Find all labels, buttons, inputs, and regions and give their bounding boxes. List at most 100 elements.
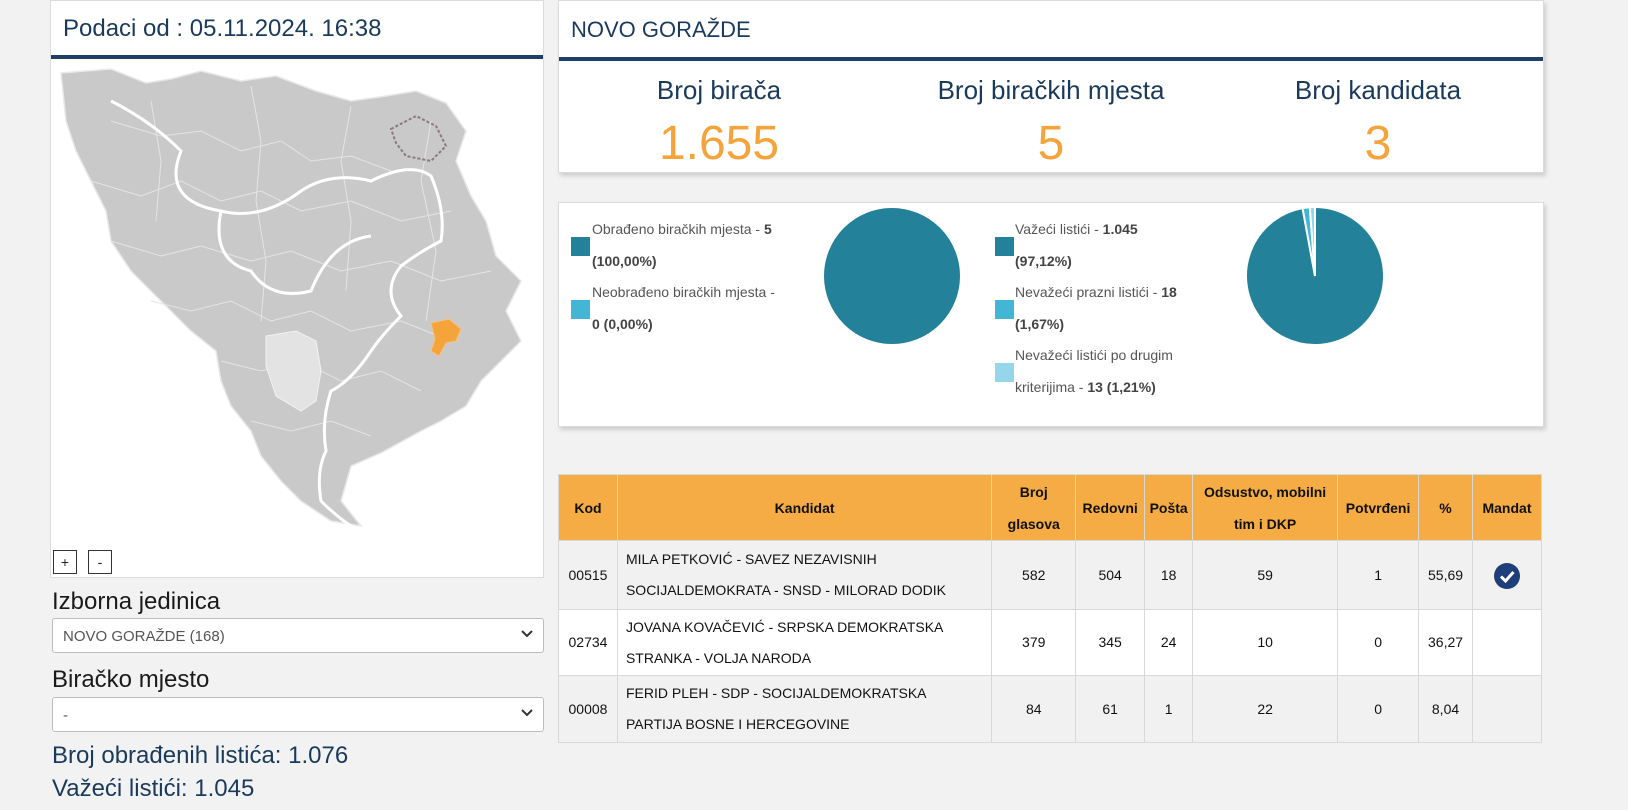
table-row[interactable]: 02734 JOVANA KOVAČEVIĆ - SRPSKA DEMOKRAT… <box>558 609 1543 676</box>
pie-chart-left <box>822 206 962 346</box>
cell-percent: 55,69 <box>1418 540 1473 610</box>
cell-percent: 8,04 <box>1418 675 1473 743</box>
legend-nevazeci-drugi: Nevažeći listići po drugim kriterijima -… <box>1015 339 1215 403</box>
cell-kandidat: MILA PETKOVIĆ - SAVEZ NEZAVISNIH SOCIJALD… <box>616 540 993 610</box>
legend-percent: (1,67%) <box>1015 316 1065 332</box>
col-redovni[interactable]: Redovni <box>1075 474 1146 541</box>
legend-text: Obrađeno biračkih mjesta - <box>592 221 764 237</box>
data-timestamp: Podaci od : 05.11.2024. 16:38 <box>51 1 543 59</box>
light-region <box>265 330 322 412</box>
legend-value: 1.045 <box>1102 221 1138 237</box>
col-kod[interactable]: Kod <box>558 474 618 541</box>
legend-text: Važeći listići - <box>1015 221 1103 237</box>
table-header-row: Kod Kandidat Broj glasova Redovni Pošta … <box>558 474 1543 541</box>
col-mandat[interactable]: Mandat <box>1471 474 1543 541</box>
page-title: NOVO GORAŽDE <box>559 1 1543 61</box>
izborna-jedinica-label: Izborna jedinica <box>52 588 221 615</box>
cell-glasova: 582 <box>991 540 1077 610</box>
legend-swatch <box>995 300 1014 319</box>
col-percent[interactable]: % <box>1418 474 1473 541</box>
col-broj-glasova[interactable]: Broj glasova <box>991 474 1077 541</box>
zoom-in-button[interactable]: + <box>53 550 77 574</box>
cell-odsustvo: 10 <box>1192 609 1339 676</box>
cell-mandat <box>1471 540 1543 610</box>
vazeci-listici-stat: Važeći listići: 1.045 <box>52 775 255 802</box>
izborna-jedinica-select[interactable]: NOVO GORAŽDE (168) <box>52 618 544 653</box>
legend-swatch <box>995 363 1014 382</box>
legend-value: 5 <box>763 221 772 237</box>
cell-posta: 1 <box>1144 675 1194 743</box>
cell-odsustvo: 59 <box>1192 540 1339 610</box>
biracko-mjesto-label: Biračko mjesto <box>52 666 210 693</box>
cell-potvrdjeni: 0 <box>1337 609 1420 676</box>
legend-text-cont: kriterijima - <box>1015 379 1088 395</box>
cell-percent: 36,27 <box>1418 609 1473 676</box>
cell-kod: 02734 <box>558 609 618 676</box>
kpi-value: 1.655 <box>658 117 780 170</box>
legend-percent: (97,12%) <box>1015 253 1072 269</box>
legend-nevazeci-prazni: Nevažeći prazni listići - 18 (1,67%) <box>1015 276 1215 340</box>
legend-percent: (100,00%) <box>592 253 657 269</box>
pie-chart-right <box>1245 205 1385 346</box>
legend-obradjeno: Obrađeno biračkih mjesta - 5 (100,00%) <box>592 213 792 277</box>
district-border <box>389 114 448 163</box>
legend-vazeci: Važeći listići - 1.045 (97,12%) <box>1015 213 1215 277</box>
kpi-label: Broj birača <box>656 75 782 105</box>
cell-potvrdjeni: 1 <box>1337 540 1420 610</box>
cell-redovni: 345 <box>1075 609 1146 676</box>
results-table: Kod Kandidat Broj glasova Redovni Pošta … <box>558 474 1543 743</box>
cell-mandat <box>1471 675 1543 743</box>
cell-potvrdjeni: 0 <box>1337 675 1420 743</box>
pie-panel: Obrađeno biračkih mjesta - 5 (100,00%) N… <box>558 202 1544 427</box>
cell-glasova: 84 <box>991 675 1077 743</box>
summary-panel: NOVO GORAŽDE Broj birača 1.655 Broj bira… <box>558 0 1544 173</box>
legend-percent: 0 (0,00%) <box>592 316 653 332</box>
map-panel: Podaci od : 05.11.2024. 16:38 + - <box>50 0 544 578</box>
kpi-label: Broj biračkih mjesta <box>937 75 1165 105</box>
kpi-value: 5 <box>1037 117 1065 170</box>
biracko-mjesto-value: - <box>63 707 68 724</box>
kpi-value: 3 <box>1364 117 1392 170</box>
cell-kandidat: JOVANA KOVAČEVIĆ - SRPSKA DEMOKRATSKA STR… <box>616 609 993 676</box>
cell-kandidat: FERID PLEH - SDP - SOCIJALDEMOKRATSKA PAR… <box>616 675 993 743</box>
novo-gorazde-highlight <box>430 318 462 357</box>
legend-swatch <box>571 237 590 256</box>
col-kandidat[interactable]: Kandidat <box>616 474 993 541</box>
legend-percent: 13 (1,21%) <box>1087 379 1156 395</box>
kpi-broj-biraca: Broj birača 1.655 <box>569 75 869 171</box>
municipality-map[interactable] <box>51 61 543 561</box>
biracko-mjesto-select[interactable]: - <box>52 697 544 732</box>
pie-slice <box>822 206 962 346</box>
pie-slice <box>1308 205 1316 277</box>
zoom-out-button[interactable]: - <box>88 550 112 574</box>
cell-kod: 00515 <box>558 540 618 610</box>
cell-mandat <box>1471 609 1543 676</box>
table-row[interactable]: 00008 FERID PLEH - SDP - SOCIJALDEMOKRAT… <box>558 675 1543 743</box>
chevron-down-icon <box>521 709 533 717</box>
legend-text: Nevažeći listići po drugim <box>1015 347 1173 363</box>
col-potvrdjeni[interactable]: Potvrđeni <box>1337 474 1420 541</box>
legend-text: Neobrađeno biračkih mjesta - <box>592 284 775 300</box>
izborna-jedinica-value: NOVO GORAŽDE (168) <box>63 628 225 645</box>
cell-redovni: 61 <box>1075 675 1146 743</box>
kpi-broj-kandidata: Broj kandidata 3 <box>1228 75 1528 171</box>
chevron-down-icon <box>521 630 533 638</box>
col-posta[interactable]: Pošta <box>1144 474 1194 541</box>
table-row[interactable]: 00515 MILA PETKOVIĆ - SAVEZ NEZAVISNIH SO… <box>558 540 1543 610</box>
cell-redovni: 504 <box>1075 540 1146 610</box>
cell-odsustvo: 22 <box>1192 675 1339 743</box>
kpi-broj-birackih-mjesta: Broj biračkih mjesta 5 <box>901 75 1201 171</box>
cell-posta: 18 <box>1144 540 1194 610</box>
legend-swatch <box>571 300 590 319</box>
legend-swatch <box>995 237 1014 256</box>
country-shape <box>60 68 522 528</box>
kpi-label: Broj kandidata <box>1294 75 1462 105</box>
legend-neobradjeno: Neobrađeno biračkih mjesta - 0 (0,00%) <box>592 276 802 340</box>
cell-glasova: 379 <box>991 609 1077 676</box>
obradjeni-listici-stat: Broj obrađenih listića: 1.076 <box>52 742 349 769</box>
mandat-check-icon <box>1493 562 1520 589</box>
legend-value: 18 <box>1161 284 1177 300</box>
cell-posta: 24 <box>1144 609 1194 676</box>
col-odsustvo[interactable]: Odsustvo, mobilni tim i DKP <box>1192 474 1339 541</box>
entity-boundary <box>110 99 444 528</box>
